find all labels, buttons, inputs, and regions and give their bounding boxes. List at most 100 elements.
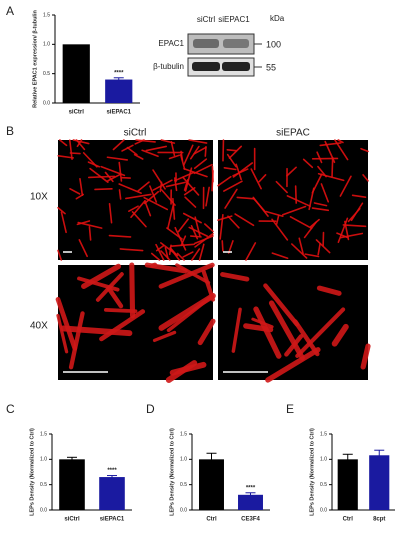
cell-process <box>193 146 207 155</box>
cell-process <box>158 292 216 331</box>
cell-process <box>284 334 304 357</box>
y-tick-label: 1.0 <box>40 457 47 463</box>
cell-process <box>119 248 144 252</box>
cell-process <box>130 200 146 219</box>
cell-process <box>82 152 98 168</box>
cell-process <box>291 243 308 259</box>
cell-process <box>360 147 369 153</box>
cell-process <box>258 173 267 183</box>
cell-process <box>253 306 282 359</box>
y-axis-title: LEPs Density (Normalized to Ctrl) <box>29 428 35 516</box>
cell-process <box>232 168 249 177</box>
cell-process <box>226 153 237 168</box>
cell-process <box>197 318 216 346</box>
band <box>192 62 220 71</box>
bar <box>105 79 133 103</box>
cell-process <box>316 151 323 164</box>
cell-process <box>317 172 345 182</box>
cell-process <box>252 196 269 217</box>
cell-process <box>182 144 194 166</box>
y-tick-label: 0.5 <box>320 482 327 488</box>
cell-process <box>137 181 150 192</box>
cell-process <box>320 183 330 203</box>
cell-process <box>160 242 179 257</box>
cell-process <box>131 211 147 228</box>
cell-process <box>316 285 342 296</box>
x-tick-label: Ctrl <box>343 517 354 523</box>
x-tick-label: Ctrl <box>206 517 217 523</box>
cell-process <box>223 180 243 192</box>
bar <box>59 459 85 510</box>
cell-process <box>198 243 205 261</box>
cell-process <box>79 177 84 197</box>
cell-process <box>88 225 92 241</box>
cell-process <box>170 243 195 247</box>
cell-process <box>219 213 224 240</box>
panel-label: A <box>6 4 14 18</box>
cell-process <box>60 325 133 337</box>
cell-process <box>220 272 250 282</box>
cell-process <box>268 300 305 361</box>
cell-process <box>313 202 328 207</box>
cell-process <box>231 307 242 353</box>
cell-process <box>118 189 122 200</box>
cell-process <box>125 193 152 200</box>
cell-process <box>57 155 75 159</box>
cell-process <box>205 186 210 207</box>
cell-process <box>166 227 183 240</box>
cell-process <box>152 330 177 343</box>
cell-process <box>331 323 349 347</box>
bar <box>238 494 263 510</box>
cell-process <box>126 146 138 156</box>
cell-process <box>68 311 85 370</box>
cell-process <box>234 213 255 227</box>
band <box>223 39 249 48</box>
cell-process <box>319 142 342 147</box>
marker-size: 55 <box>266 62 276 72</box>
cell-process <box>227 215 240 229</box>
y-tick-label: 1.0 <box>180 457 187 463</box>
cell-process <box>89 167 109 183</box>
cell-process <box>107 173 122 182</box>
significance: **** <box>114 70 124 76</box>
bar <box>99 477 125 510</box>
cell-process <box>121 144 134 152</box>
y-tick-label: 1.5 <box>43 12 50 18</box>
cell-process <box>108 202 113 224</box>
cell-process <box>129 262 136 319</box>
band-label: β-tubulin <box>153 62 184 71</box>
band <box>222 62 250 71</box>
cell-process <box>150 252 161 261</box>
y-tick-label: 0.5 <box>40 482 47 488</box>
cell-process <box>265 347 321 383</box>
cell-process <box>194 235 214 245</box>
cell-process <box>188 139 208 144</box>
cell-process <box>292 319 320 357</box>
cell-process <box>133 153 144 160</box>
y-tick-label: 1.5 <box>320 431 327 437</box>
y-tick-label: 0.5 <box>180 482 187 488</box>
cell-process <box>77 276 120 292</box>
cell-process <box>360 343 371 370</box>
cell-process <box>166 203 175 230</box>
column-label: siCtrl <box>124 128 147 139</box>
cell-process <box>227 240 234 254</box>
lane-label: siEPAC1 <box>218 15 250 24</box>
y-tick-label: 1.5 <box>40 431 47 437</box>
cell-process <box>155 243 165 261</box>
cell-process <box>224 188 238 209</box>
bar <box>62 44 90 103</box>
micrograph <box>218 140 368 260</box>
cell-process <box>243 323 274 333</box>
column-label: siEPAC <box>276 128 310 139</box>
cell-process <box>336 232 349 239</box>
x-tick-label: siEPAC1 <box>100 517 125 523</box>
y-tick-label: 0.0 <box>180 507 187 513</box>
cell-process <box>308 187 315 211</box>
cell-process <box>172 197 176 220</box>
cell-process <box>184 167 193 192</box>
cell-process <box>165 181 186 188</box>
cell-process <box>118 183 142 194</box>
cell-process <box>164 246 169 260</box>
cell-process <box>286 195 311 208</box>
